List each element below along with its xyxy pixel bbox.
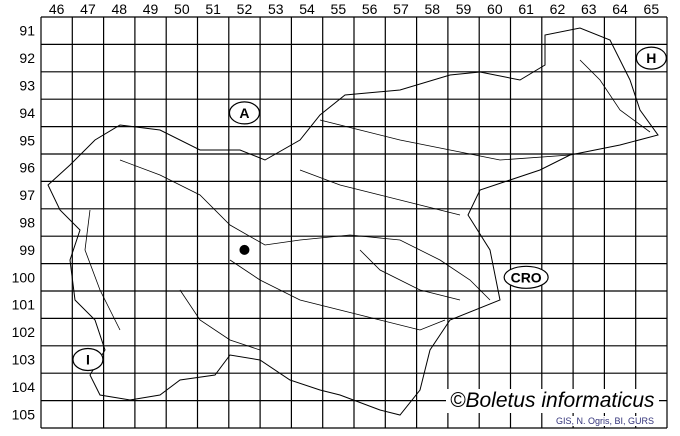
column-label: 53	[268, 1, 284, 17]
row-label: 98	[19, 215, 35, 231]
grid-lines	[40, 16, 668, 429]
row-label: 91	[19, 23, 35, 39]
svg-text:I: I	[86, 352, 90, 368]
column-label: 46	[49, 1, 65, 17]
column-label: 57	[393, 1, 409, 17]
credits: GIS, N. Ogris, BI, GURS	[554, 416, 657, 426]
svg-text:A: A	[239, 105, 249, 121]
svg-text:CRO: CRO	[511, 269, 542, 285]
column-label: 65	[644, 1, 660, 17]
column-labels: 46 47 48 49 50 51 52 53 54 55 56 57 58 59 60 61 62 63 64 65	[49, 1, 659, 17]
country-label-i: I	[72, 347, 104, 372]
row-label: 97	[19, 187, 35, 203]
row-label: 102	[12, 324, 36, 340]
column-label: 56	[362, 1, 378, 17]
row-label: 92	[19, 50, 35, 66]
rivers	[84, 59, 651, 351]
column-label: 64	[612, 1, 628, 17]
row-labels: 91 92 93 94 95 96 97 98 99 100 101 102 103 104 105	[12, 23, 36, 423]
column-label: 49	[143, 1, 159, 17]
country-border	[47, 27, 659, 416]
row-label: 99	[19, 242, 35, 258]
row-label: 96	[19, 160, 35, 176]
column-label: 54	[299, 1, 315, 17]
column-label: 47	[80, 1, 96, 17]
column-label: 48	[111, 1, 127, 17]
row-label: 103	[12, 352, 36, 368]
column-label: 52	[237, 1, 253, 17]
row-label: 95	[19, 132, 35, 148]
row-label: 105	[12, 406, 36, 422]
column-label: 63	[581, 1, 597, 17]
row-label: 101	[12, 297, 36, 313]
column-label: 60	[487, 1, 503, 17]
column-label: 58	[424, 1, 440, 17]
watermark: ©Boletus informaticus	[446, 389, 659, 413]
column-label: 50	[174, 1, 190, 17]
row-label: 104	[12, 379, 36, 395]
row-label: 100	[12, 269, 36, 285]
column-label: 62	[550, 1, 566, 17]
svg-text:H: H	[646, 50, 656, 66]
column-label: 59	[456, 1, 472, 17]
row-label: 94	[19, 105, 35, 121]
column-label: 55	[331, 1, 347, 17]
column-label: 61	[518, 1, 534, 17]
record-dot	[239, 244, 250, 255]
column-label: 51	[205, 1, 221, 17]
country-label-cro: CRO	[503, 265, 549, 289]
country-label-a: A	[228, 101, 261, 125]
country-label-h: H	[635, 46, 667, 70]
row-label: 93	[19, 78, 35, 94]
